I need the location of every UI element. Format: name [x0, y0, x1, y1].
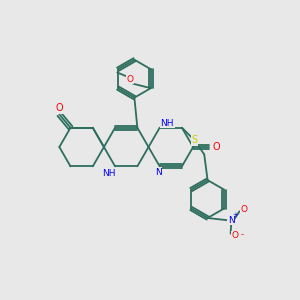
Text: O: O [212, 142, 220, 152]
Text: O: O [56, 103, 63, 113]
Text: NH: NH [160, 119, 174, 128]
Text: N: N [155, 168, 161, 177]
Text: -: - [240, 230, 243, 239]
Text: +: + [232, 212, 238, 218]
Text: O: O [232, 232, 239, 241]
Text: N: N [228, 216, 235, 225]
Text: S: S [191, 135, 198, 146]
Text: NH: NH [102, 169, 116, 178]
Text: O: O [127, 75, 134, 84]
Text: O: O [241, 205, 248, 214]
